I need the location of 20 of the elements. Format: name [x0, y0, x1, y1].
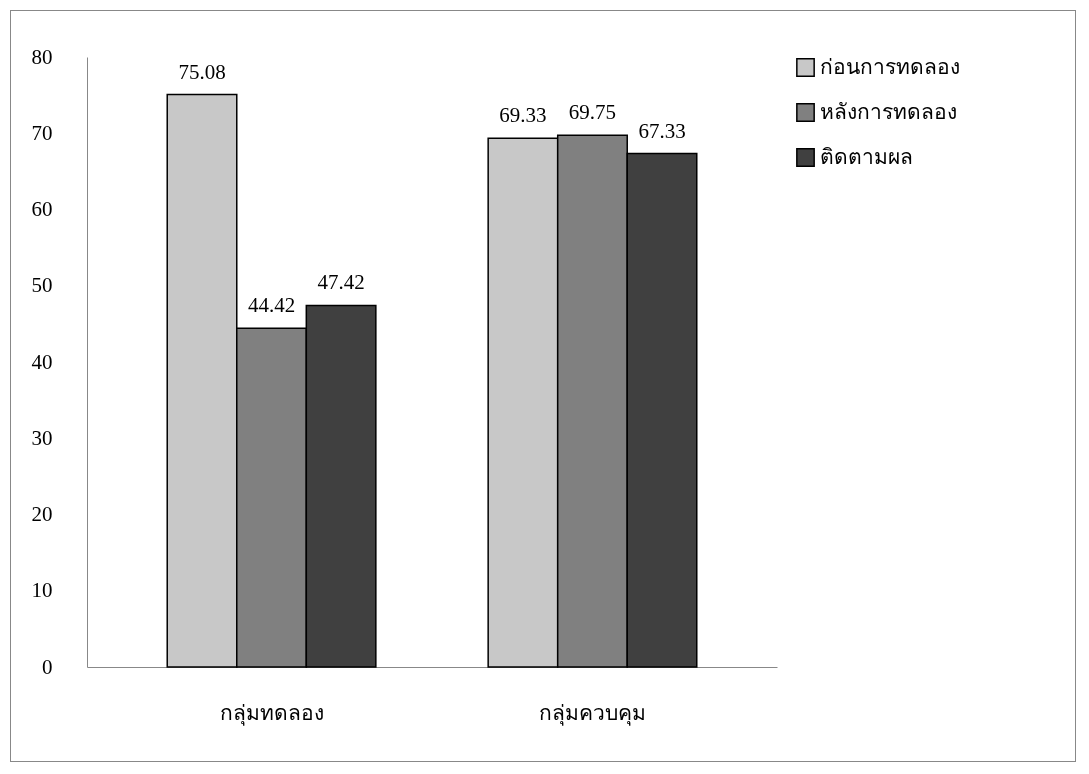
- y-tick-label: 80: [31, 44, 53, 69]
- x-tick-label: กลุ่มทดลอง: [219, 700, 324, 726]
- legend-label: หลังการทดลอง: [820, 99, 957, 124]
- legend-label: ติดตามผล: [820, 144, 913, 169]
- legend-label: ก่อนการทดลอง: [820, 54, 960, 79]
- data-label: 69.33: [499, 103, 547, 128]
- data-label: 75.08: [178, 59, 226, 84]
- y-tick-label: 40: [31, 349, 53, 374]
- y-tick-label: 0: [42, 654, 53, 679]
- y-tick-label: 10: [31, 578, 53, 603]
- data-label: 67.33: [638, 118, 686, 143]
- y-tick-label: 30: [31, 425, 53, 450]
- data-label: 44.42: [247, 293, 296, 318]
- y-tick-label: 50: [31, 273, 53, 298]
- data-label: 47.42: [317, 270, 365, 295]
- x-tick-label: กลุ่มควบคุม: [538, 700, 646, 726]
- data-label: 69.75: [568, 100, 617, 125]
- y-tick-label: 20: [31, 502, 53, 526]
- y-tick-label: 70: [31, 120, 53, 145]
- y-tick-label: 60: [31, 197, 53, 221]
